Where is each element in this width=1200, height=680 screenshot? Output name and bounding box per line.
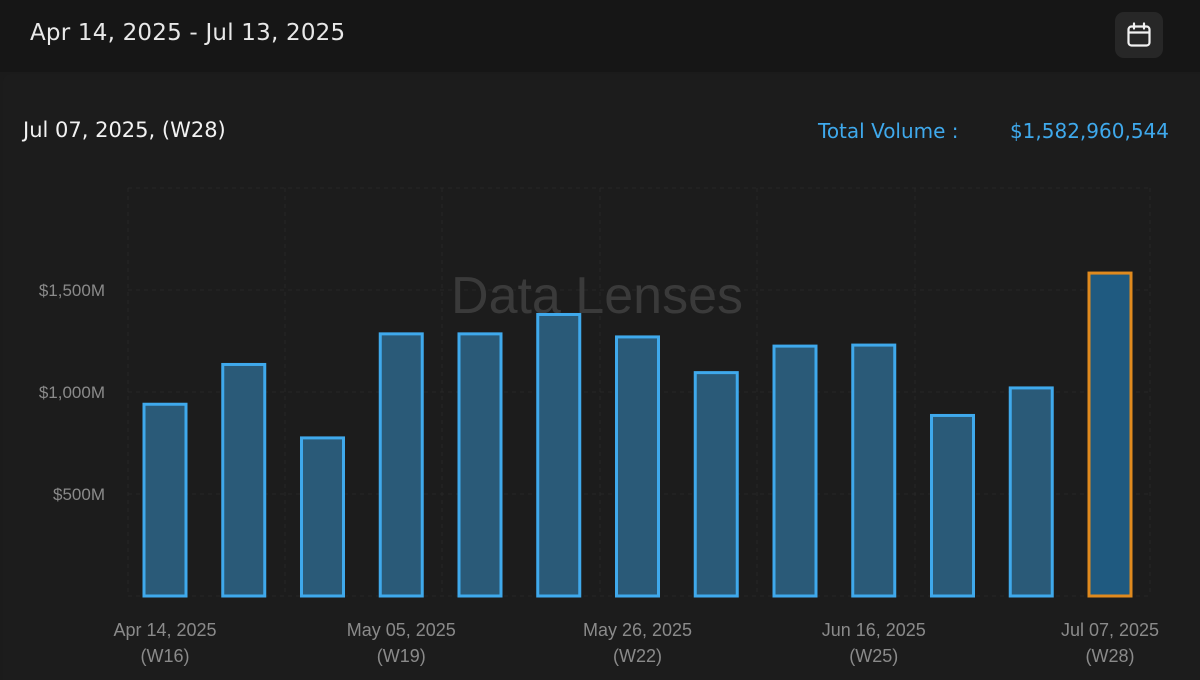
x-tick-week-label: (W16) <box>141 646 190 666</box>
y-tick-label: $500M <box>53 485 105 504</box>
total-volume-label: Total Volume : <box>818 119 959 143</box>
calendar-icon <box>1127 22 1151 47</box>
bar-selected[interactable] <box>1087 271 1133 598</box>
y-tick-label: $1,000M <box>39 383 105 402</box>
total-volume-value: $1,582,960,544 <box>1009 119 1169 143</box>
calendar-button[interactable] <box>1115 12 1163 58</box>
x-tick-week-label: (W19) <box>377 646 426 666</box>
x-tick-week-label: (W22) <box>613 646 662 666</box>
bar[interactable] <box>930 413 975 598</box>
bar[interactable] <box>1008 386 1054 598</box>
chart-panel <box>3 74 1200 680</box>
grid-layer <box>127 187 1151 597</box>
bar[interactable] <box>300 436 345 598</box>
x-tick-date-label: Apr 14, 2025 <box>113 620 216 640</box>
x-tick-date-label: Jul 07, 2025 <box>1061 620 1159 640</box>
bar[interactable] <box>851 343 897 598</box>
bar[interactable] <box>221 362 267 598</box>
selected-period-label: Jul 07, 2025, (W28) <box>23 118 226 142</box>
x-tick-week-label: (W25) <box>849 646 898 666</box>
bar[interactable] <box>378 332 424 598</box>
bar[interactable] <box>693 371 739 598</box>
x-tick-date-label: Jun 16, 2025 <box>822 620 926 640</box>
bar[interactable] <box>536 312 582 598</box>
x-tick-week-label: (W28) <box>1086 646 1135 666</box>
watermark-text: Data Lenses <box>451 267 743 325</box>
top-bar <box>0 0 1200 72</box>
bar[interactable] <box>142 402 188 598</box>
bar[interactable] <box>772 344 818 598</box>
x-axis-ticks: Apr 14, 2025 (W16) May 05, 2025 (W19) May 26… <box>113 620 1159 666</box>
date-range-label[interactable]: Apr 14, 2025 - Jul 13, 2025 <box>30 20 346 46</box>
y-tick-label: $1,500M <box>39 281 105 300</box>
x-tick-date-label: May 26, 2025 <box>583 620 692 640</box>
x-tick-date-label: May 05, 2025 <box>347 620 456 640</box>
bar-series <box>142 271 1133 598</box>
y-axis-ticks: $500M $1,000M $1,500M <box>39 281 105 504</box>
bar[interactable] <box>457 332 503 598</box>
bar[interactable] <box>615 335 660 598</box>
